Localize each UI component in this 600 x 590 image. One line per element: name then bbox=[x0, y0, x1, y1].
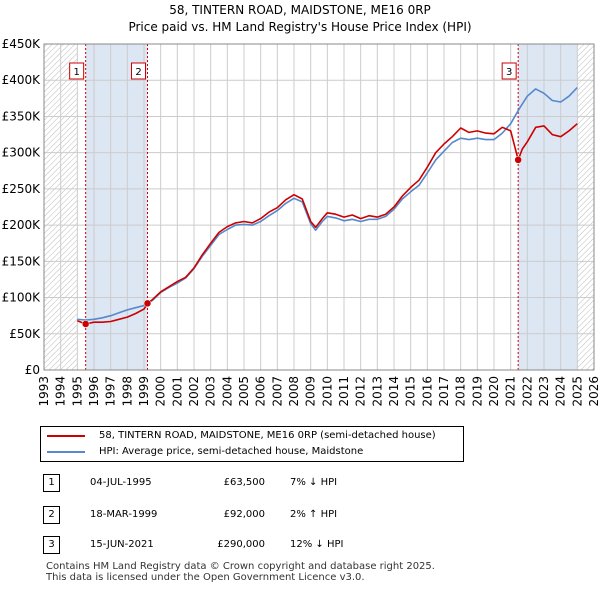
x-tick-label: 2005 bbox=[237, 376, 251, 407]
sale-hpi-comparison: 2% ↑ HPI bbox=[290, 509, 338, 520]
ownership-band bbox=[518, 44, 578, 370]
legend-label-hpi: HPI: Average price, semi-detached house,… bbox=[99, 446, 364, 457]
x-tick-label: 2021 bbox=[504, 376, 518, 407]
sale-number: 1 bbox=[43, 474, 60, 492]
x-tick-label: 2002 bbox=[187, 376, 201, 407]
x-tick-label: 2003 bbox=[204, 376, 218, 407]
y-tick-label: £250K bbox=[2, 182, 42, 196]
x-tick-label: 2018 bbox=[454, 376, 468, 407]
y-tick-label: £200K bbox=[2, 218, 42, 232]
sale-marker-dot bbox=[143, 299, 152, 308]
sale-marker-dot bbox=[81, 320, 90, 328]
x-tick-label: 2010 bbox=[320, 376, 334, 407]
x-tick-label: 2016 bbox=[420, 376, 434, 407]
sale-hpi-comparison: 12% ↓ HPI bbox=[290, 539, 344, 550]
legend-swatch-property bbox=[47, 435, 85, 437]
x-tick-label: 1998 bbox=[120, 376, 134, 407]
x-tick-label: 1994 bbox=[54, 376, 68, 407]
legend-item-hpi: HPI: Average price, semi-detached house,… bbox=[47, 445, 457, 459]
x-tick-label: 2015 bbox=[404, 376, 418, 407]
sale-marker-dot bbox=[514, 156, 522, 164]
price-chart: 1 2 3 £0 £50K £100K £150K £200K £250K £300K £350K… bbox=[2, 37, 600, 407]
x-tick-label: 2024 bbox=[554, 376, 568, 407]
sale-marker-box bbox=[131, 62, 146, 80]
footer-copyright: Contains HM Land Registry data © Crown c… bbox=[46, 561, 435, 572]
plot-frame bbox=[43, 43, 595, 371]
y-tick-label: £350K bbox=[2, 109, 42, 123]
sale-hpi-comparison: 7% ↓ HPI bbox=[290, 477, 338, 488]
legend-swatch-hpi bbox=[47, 451, 85, 453]
hatched-region bbox=[577, 44, 594, 370]
sale-marker-label: 3 bbox=[506, 67, 512, 78]
x-tick-label: 2006 bbox=[254, 376, 268, 407]
property-price-line bbox=[77, 123, 578, 325]
y-tick-label: £0 bbox=[25, 363, 40, 377]
sale-date: 18-MAR-1999 bbox=[90, 509, 158, 520]
x-tick-label: 2001 bbox=[170, 376, 184, 407]
y-tick-label: £400K bbox=[2, 73, 42, 87]
y-tick-label: £300K bbox=[2, 146, 42, 160]
sale-price: £92,000 bbox=[223, 509, 265, 520]
sale-number: 3 bbox=[43, 536, 60, 554]
y-tick-label: £50K bbox=[9, 327, 41, 341]
x-tick-label: 2007 bbox=[270, 376, 284, 407]
ownership-band bbox=[85, 44, 148, 370]
x-tick-label: 1993 bbox=[37, 376, 51, 407]
sale-date: 04-JUL-1995 bbox=[90, 477, 152, 488]
x-tick-label: 2011 bbox=[337, 376, 351, 407]
x-tick-label: 2009 bbox=[304, 376, 318, 407]
x-tick-label: 2000 bbox=[154, 376, 168, 407]
x-tick-label: 2019 bbox=[470, 376, 484, 407]
y-tick-label: £100K bbox=[2, 291, 42, 305]
x-tick-label: 2008 bbox=[287, 376, 301, 407]
x-tick-label: 2014 bbox=[387, 376, 401, 407]
x-tick-label: 2023 bbox=[537, 376, 551, 407]
sale-number: 2 bbox=[43, 506, 60, 524]
x-tick-label: 1996 bbox=[87, 376, 101, 407]
sale-price: £63,500 bbox=[223, 477, 265, 488]
sale-date: 15-JUN-2021 bbox=[90, 539, 154, 550]
x-tick-label: 1997 bbox=[104, 376, 118, 407]
x-tick-label: 2017 bbox=[437, 376, 451, 407]
x-tick-label: 2012 bbox=[354, 376, 368, 407]
x-tick-label: 2013 bbox=[370, 376, 384, 407]
footer-licence: This data is licensed under the Open Gov… bbox=[46, 572, 365, 583]
sale-marker-label: 1 bbox=[73, 67, 79, 78]
y-tick-label: £450K bbox=[2, 37, 42, 51]
legend-item-property: 58, TINTERN ROAD, MAIDSTONE, ME16 0RP (s… bbox=[47, 429, 457, 443]
x-tick-label: 1999 bbox=[137, 376, 151, 407]
legend-label-property: 58, TINTERN ROAD, MAIDSTONE, ME16 0RP (s… bbox=[99, 430, 436, 441]
footer: Contains HM Land Registry data © Crown c… bbox=[46, 561, 435, 583]
x-tick-label: 2022 bbox=[520, 376, 534, 407]
sale-marker-box bbox=[501, 62, 517, 80]
sale-marker-label: 2 bbox=[135, 67, 141, 78]
sale-marker-box bbox=[69, 62, 85, 80]
legend: 58, TINTERN ROAD, MAIDSTONE, ME16 0RP (s… bbox=[40, 426, 464, 462]
x-tick-label: 2025 bbox=[570, 376, 584, 407]
x-tick-label: 1995 bbox=[70, 376, 84, 407]
chart-title-line2: Price paid vs. HM Land Registry's House … bbox=[128, 20, 472, 34]
y-tick-label: £150K bbox=[2, 254, 42, 268]
x-tick-label: 2004 bbox=[220, 376, 234, 407]
x-tick-label: 2020 bbox=[487, 376, 501, 407]
chart-title-line1: 58, TINTERN ROAD, MAIDSTONE, ME16 0RP bbox=[169, 3, 431, 17]
x-tick-label: 2026 bbox=[587, 376, 600, 407]
sale-price: £290,000 bbox=[217, 539, 265, 550]
